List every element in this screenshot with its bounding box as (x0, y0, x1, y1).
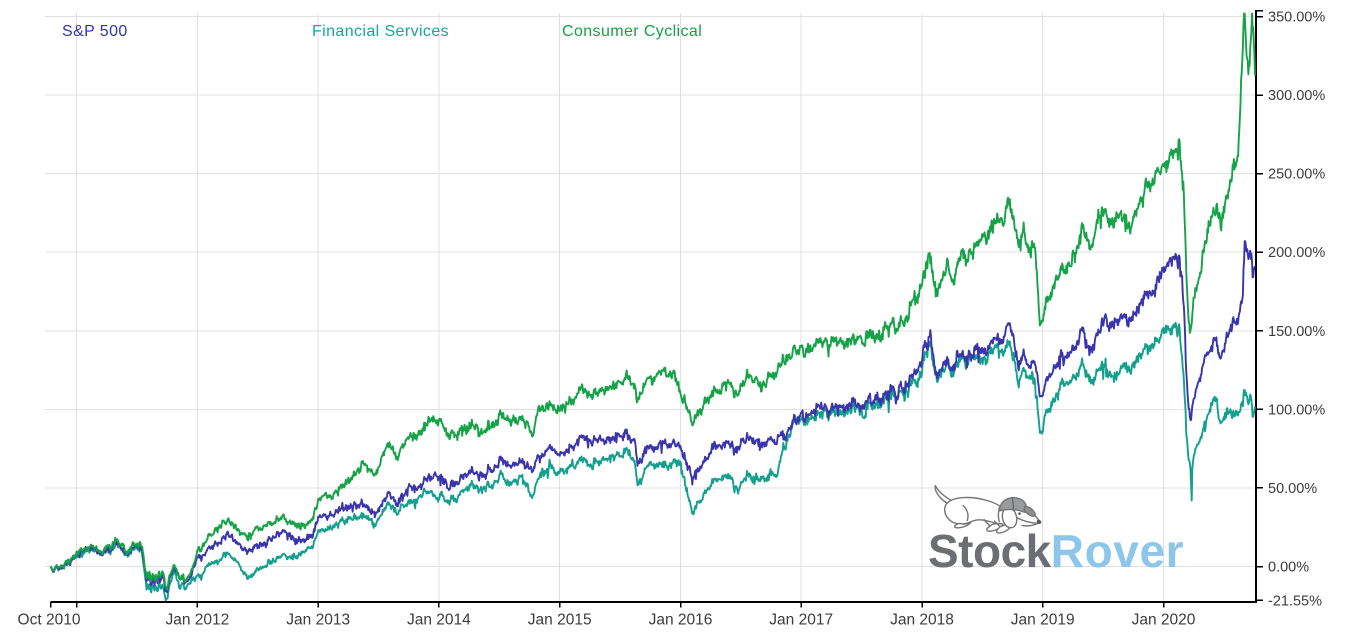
svg-text:Jan 2018: Jan 2018 (890, 612, 954, 629)
svg-text:Oct 2010: Oct 2010 (18, 612, 81, 629)
svg-text:StockRover: StockRover (928, 525, 1184, 577)
svg-text:Consumer Cyclical: Consumer Cyclical (562, 23, 702, 40)
svg-text:Jan 2019: Jan 2019 (1011, 612, 1075, 629)
svg-text:Jan 2015: Jan 2015 (528, 612, 592, 629)
svg-text:100.00%: 100.00% (1268, 402, 1325, 418)
svg-text:Jan 2016: Jan 2016 (649, 612, 713, 629)
svg-text:Jan 2013: Jan 2013 (286, 612, 350, 629)
svg-text:Financial Services: Financial Services (312, 23, 449, 40)
svg-text:250.00%: 250.00% (1268, 167, 1325, 183)
svg-text:Jan 2020: Jan 2020 (1132, 612, 1196, 629)
svg-text:-21.55%: -21.55% (1268, 593, 1322, 609)
svg-text:200.00%: 200.00% (1268, 245, 1325, 261)
svg-text:350.00%: 350.00% (1268, 10, 1325, 26)
svg-text:Jan 2014: Jan 2014 (407, 612, 471, 629)
svg-text:0.00%: 0.00% (1268, 560, 1309, 576)
svg-text:300.00%: 300.00% (1268, 88, 1325, 104)
svg-text:S&P 500: S&P 500 (62, 23, 128, 40)
svg-text:Jan 2017: Jan 2017 (769, 612, 833, 629)
svg-text:150.00%: 150.00% (1268, 324, 1325, 340)
svg-text:Jan 2012: Jan 2012 (166, 612, 230, 629)
svg-text:50.00%: 50.00% (1268, 481, 1317, 497)
